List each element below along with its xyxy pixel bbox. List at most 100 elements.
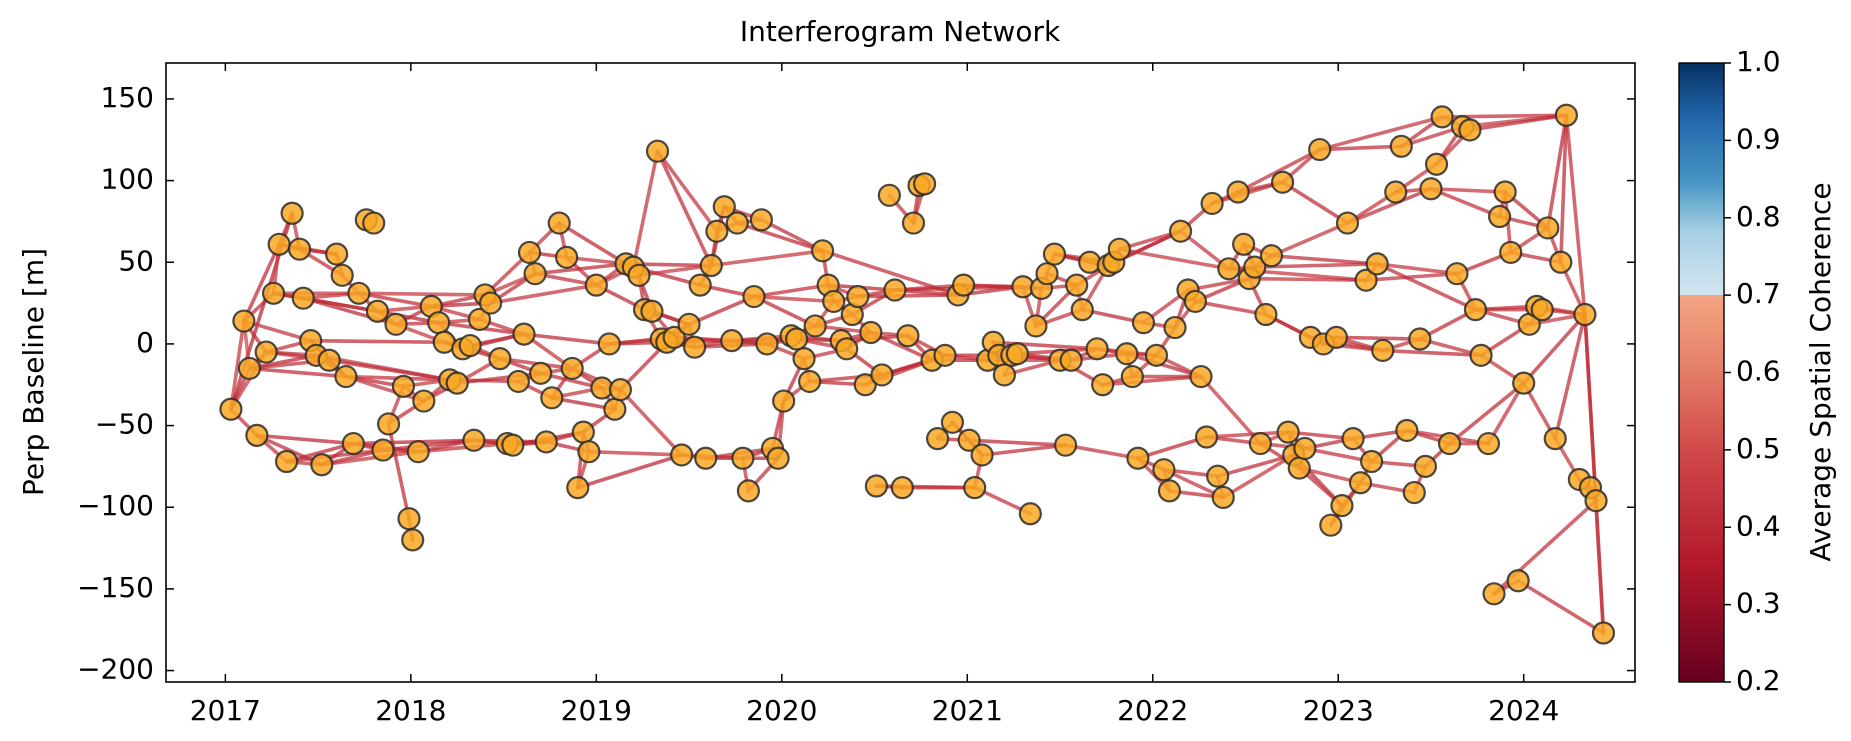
edge — [416, 441, 510, 454]
node — [1573, 302, 1597, 327]
node — [1287, 456, 1311, 480]
node — [412, 389, 436, 413]
edge — [357, 291, 487, 297]
node — [835, 337, 859, 361]
node — [1348, 471, 1373, 495]
edge — [557, 221, 628, 266]
node — [766, 446, 790, 470]
edge — [1334, 335, 1422, 341]
colorbar-tick-label: 0.3 — [1736, 587, 1781, 620]
edge — [631, 149, 660, 269]
x-tick-label: 2023 — [1303, 694, 1374, 727]
edge — [357, 291, 434, 309]
node — [803, 314, 827, 338]
edge — [1345, 186, 1433, 225]
node — [560, 356, 584, 381]
x-tick-label: 2019 — [561, 694, 632, 727]
node — [1445, 262, 1469, 286]
node — [731, 446, 755, 470]
node — [1144, 343, 1169, 367]
colorbar-tick-label: 0.2 — [1736, 664, 1781, 697]
edge — [655, 149, 714, 268]
edge — [1375, 262, 1478, 312]
edge — [247, 366, 348, 379]
edge — [655, 149, 719, 234]
node — [963, 476, 987, 500]
edge — [1546, 113, 1569, 230]
edge — [1468, 113, 1569, 132]
node — [566, 476, 590, 500]
y-tick-label: 50 — [118, 244, 154, 277]
node — [925, 427, 950, 451]
x-tick-label: 2021 — [932, 694, 1003, 727]
node — [1107, 237, 1131, 261]
node — [1493, 180, 1517, 204]
node — [584, 273, 608, 297]
node — [1293, 436, 1317, 461]
node — [347, 281, 371, 305]
edge — [991, 340, 1099, 351]
edge — [1117, 247, 1231, 271]
node — [1463, 298, 1488, 322]
node — [427, 311, 451, 335]
node — [1584, 489, 1608, 513]
node — [458, 333, 482, 358]
node — [555, 245, 579, 269]
node — [1330, 494, 1354, 518]
node — [1248, 431, 1272, 456]
node — [890, 476, 914, 500]
edge — [344, 374, 426, 403]
edge — [1124, 351, 1203, 379]
node — [478, 291, 503, 315]
node — [1395, 418, 1419, 443]
node — [517, 240, 542, 265]
node — [1512, 371, 1536, 395]
node — [1549, 250, 1573, 274]
node — [376, 412, 401, 436]
node — [1152, 458, 1176, 482]
y-tick-label: −200 — [77, 653, 154, 686]
node — [1308, 137, 1332, 162]
node — [940, 410, 965, 434]
node — [1211, 485, 1235, 510]
node — [1365, 252, 1389, 276]
node — [547, 211, 571, 235]
node — [1005, 342, 1029, 366]
node — [317, 348, 341, 372]
edge — [1269, 221, 1350, 258]
node — [365, 299, 390, 323]
edge — [618, 387, 684, 457]
edge — [1136, 435, 1209, 461]
node — [749, 208, 773, 232]
edge — [980, 443, 1068, 457]
node — [219, 397, 243, 421]
edge — [1221, 453, 1296, 500]
node — [384, 312, 408, 336]
node — [1469, 343, 1493, 367]
node — [603, 397, 627, 421]
edge — [320, 449, 421, 467]
plot-frame — [165, 62, 1636, 683]
node — [970, 443, 994, 467]
node — [1078, 250, 1102, 274]
node — [1506, 569, 1530, 593]
node — [274, 449, 299, 474]
node — [280, 201, 304, 225]
edge — [637, 263, 714, 278]
node — [1259, 244, 1284, 268]
y-tick-label: 100 — [101, 163, 154, 196]
edge — [1429, 186, 1507, 194]
node — [397, 507, 421, 531]
node — [1035, 262, 1059, 286]
edge — [1486, 381, 1526, 446]
node — [1085, 337, 1109, 361]
node — [310, 453, 334, 477]
node — [1206, 464, 1230, 488]
node — [1319, 513, 1343, 537]
edge — [1553, 312, 1587, 441]
node — [822, 289, 846, 314]
node — [1591, 621, 1616, 645]
node — [1408, 327, 1432, 351]
y-tick-label: −150 — [77, 571, 154, 604]
